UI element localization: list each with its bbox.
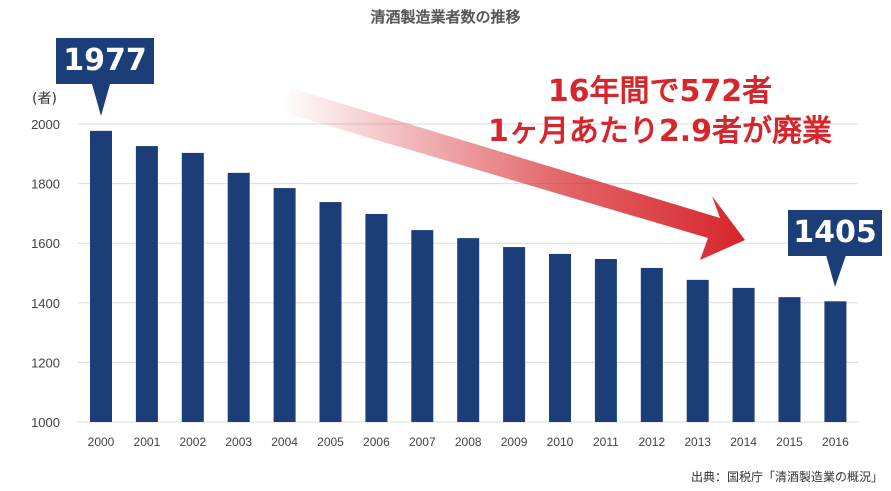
x-tick-label: 2015	[776, 435, 803, 449]
x-tick-label: 2011	[593, 435, 619, 449]
chart-title: 清酒製造業者数の推移	[370, 8, 521, 26]
callout-pointer-last	[826, 255, 846, 287]
x-tick-label: 2001	[134, 435, 161, 449]
x-tick-label: 2009	[501, 435, 528, 449]
x-tick-label: 2003	[225, 435, 252, 449]
x-tick-label: 2005	[317, 435, 344, 449]
x-tick-label: 2007	[409, 435, 436, 449]
x-tick-label: 2014	[730, 435, 757, 449]
y-tick-label: 1000	[31, 415, 60, 430]
x-tick-label: 2016	[822, 435, 849, 449]
x-tick-label: 2010	[547, 435, 574, 449]
x-tick-label: 2004	[271, 435, 298, 449]
bar-2015	[778, 297, 801, 422]
bar-2000	[90, 130, 112, 422]
x-tick-label: 2006	[363, 435, 390, 449]
x-tick-label: 2013	[684, 435, 711, 449]
bar-2008	[457, 238, 480, 422]
y-tick-label: 2000	[31, 117, 60, 132]
x-tick-label: 2002	[179, 435, 206, 449]
bar-2010	[549, 253, 571, 422]
bar-2007	[411, 230, 434, 422]
x-tick-label: 2012	[638, 435, 665, 449]
bar-2001	[135, 146, 158, 422]
y-axis-unit: (者)	[32, 91, 57, 107]
bar-2014	[732, 287, 755, 422]
bar-2004	[273, 188, 296, 422]
bar-2009	[503, 247, 526, 422]
x-tick-label: 2008	[455, 435, 482, 449]
y-tick-label: 1200	[31, 355, 60, 370]
bar-2012	[640, 267, 663, 422]
callout-pointer-first	[92, 84, 110, 116]
trend-arrow	[282, 88, 745, 260]
source-note: 出典：国税庁「清酒製造業の概況」	[690, 470, 883, 484]
annotation-line1: 16年間で572者	[547, 74, 773, 109]
y-tick-label: 1800	[31, 177, 60, 192]
bar-2013	[686, 279, 709, 422]
y-tick-label: 1600	[31, 236, 60, 251]
bar-2011	[594, 258, 617, 422]
x-tick-label: 2000	[88, 435, 115, 449]
callout-last-value: 1405	[788, 210, 882, 256]
y-tick-label: 1400	[31, 296, 60, 311]
bar-2002	[181, 152, 204, 422]
bar-2005	[319, 202, 342, 422]
annotation-line2: 1ヶ月あたり2.9者が廃業	[487, 114, 833, 149]
bar-2006	[365, 213, 388, 422]
bar-2016	[824, 301, 847, 422]
callout-first-value: 1977	[56, 38, 154, 84]
bar-2003	[227, 172, 250, 422]
